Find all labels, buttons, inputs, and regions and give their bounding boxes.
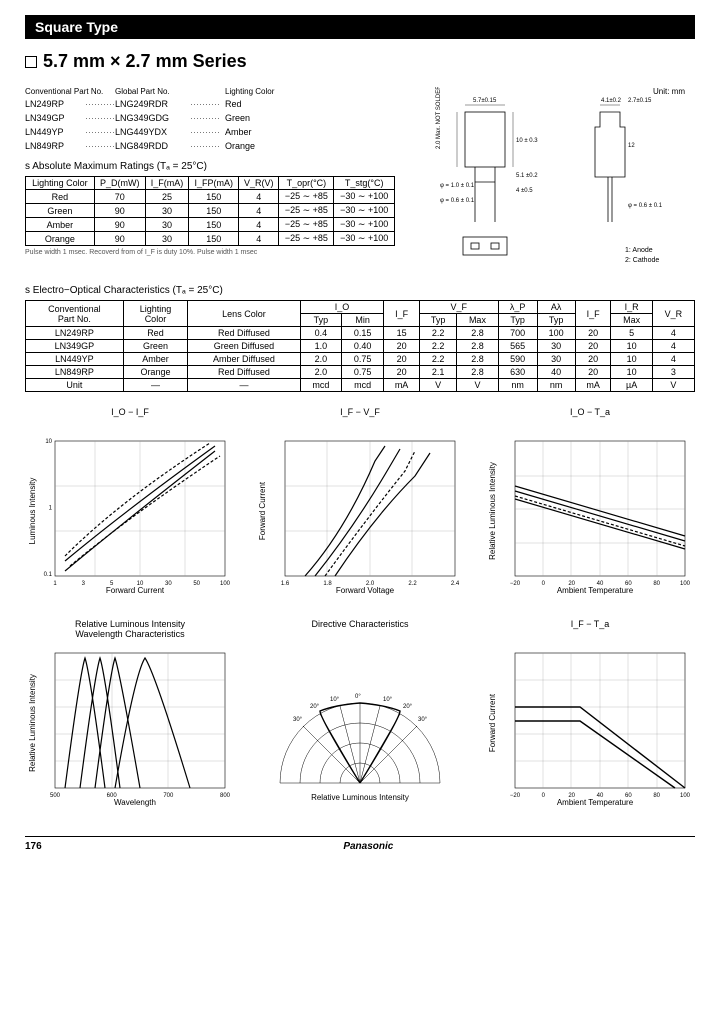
svg-text:0: 0 xyxy=(542,793,546,799)
header-bar: Square Type xyxy=(25,15,695,39)
part-list-row: LN349GP·············LNG349GDG··········G… xyxy=(25,113,405,123)
svg-text:1.6: 1.6 xyxy=(281,581,290,587)
chart-wavelength: Relative Luminous Intensity Wavelength C… xyxy=(25,619,235,816)
svg-text:2.4: 2.4 xyxy=(451,581,460,587)
charts-grid: I_O − I_F Forward Current Luminous Inten… xyxy=(25,407,695,816)
svg-text:20°: 20° xyxy=(310,704,320,710)
svg-text:2.7±0.15: 2.7±0.15 xyxy=(628,98,652,104)
svg-text:0°: 0° xyxy=(355,694,361,700)
svg-text:30°: 30° xyxy=(418,717,428,723)
svg-text:φ = 0.6 ± 0.1: φ = 0.6 ± 0.1 xyxy=(628,203,663,209)
electro-table: ConventionalPart No. LightingColor Lens … xyxy=(25,300,695,392)
svg-text:2.0 Max. NOT SOLDERED: 2.0 Max. NOT SOLDERED xyxy=(436,87,442,149)
svg-text:0: 0 xyxy=(542,581,546,587)
part-list-row: LN849RP·············LNG849RDD··········O… xyxy=(25,141,405,151)
svg-text:100: 100 xyxy=(680,581,691,587)
svg-text:−20: −20 xyxy=(510,581,521,587)
svg-text:1: 1 xyxy=(53,581,57,587)
svg-text:Luminous Intensity: Luminous Intensity xyxy=(28,478,37,545)
svg-text:2: Cathode: 2: Cathode xyxy=(625,257,659,264)
svg-text:Ambient Temperature: Ambient Temperature xyxy=(557,586,634,595)
svg-text:5.1 ±0.2: 5.1 ±0.2 xyxy=(516,173,538,179)
svg-text:−20: −20 xyxy=(510,793,521,799)
table-row: Orange90301504−25 ∼ +85−30 ∼ +100 xyxy=(26,232,395,246)
svg-text:10 ± 0.3: 10 ± 0.3 xyxy=(516,138,538,144)
svg-text:Wavelength: Wavelength xyxy=(114,798,156,807)
table-row: Green90301504−25 ∼ +85−30 ∼ +100 xyxy=(26,204,395,218)
mechanical-drawing: Unit: mm 5.7±0.15 2.0 Max. NOT SOLDERED xyxy=(425,87,695,277)
svg-text:Forward Voltage: Forward Voltage xyxy=(336,586,395,595)
svg-text:10°: 10° xyxy=(330,697,340,703)
table-row: LN249RPRedRed Diffused0.40.15152.22.8700… xyxy=(26,327,695,340)
svg-text:φ = 1.0 ± 0.1: φ = 1.0 ± 0.1 xyxy=(440,183,475,189)
svg-text:100: 100 xyxy=(680,793,691,799)
svg-text:800: 800 xyxy=(220,793,231,799)
svg-text:Forward Current: Forward Current xyxy=(106,586,165,595)
page-footer: 176 Panasonic xyxy=(25,836,695,852)
svg-text:60: 60 xyxy=(625,793,632,799)
svg-text:500: 500 xyxy=(50,793,61,799)
ratings-table: Lighting ColorP_D(mW)I_F(mA)I_FP(mA)V_R(… xyxy=(25,176,395,246)
svg-text:Forward Current: Forward Current xyxy=(488,693,497,752)
svg-text:600: 600 xyxy=(107,793,118,799)
svg-text:40: 40 xyxy=(597,581,604,587)
svg-text:80: 80 xyxy=(653,793,660,799)
svg-text:2.0: 2.0 xyxy=(366,581,375,587)
svg-text:3: 3 xyxy=(82,581,86,587)
chart-if-ta: I_F − T_a Ambient Temperature Forward Cu… xyxy=(485,619,695,816)
svg-text:20: 20 xyxy=(568,793,575,799)
part-list: Conventional Part No. Global Part No. Li… xyxy=(25,87,405,151)
svg-text:10°: 10° xyxy=(383,697,393,703)
series-title: 5.7 mm × 2.7 mm Series xyxy=(25,51,695,72)
electro-title: Electro−Optical Characteristics (Tₐ = 25… xyxy=(25,285,695,296)
svg-text:2.2: 2.2 xyxy=(408,581,417,587)
svg-text:20°: 20° xyxy=(403,704,413,710)
chart-directive: Directive Characteristics xyxy=(255,619,465,816)
unit-row: Unit——mcdmcdmAVVnmnmmAµAV xyxy=(26,379,695,392)
table-row: Amber90301504−25 ∼ +85−30 ∼ +100 xyxy=(26,218,395,232)
svg-text:4 ±0.5: 4 ±0.5 xyxy=(516,188,533,194)
svg-text:0.1: 0.1 xyxy=(44,572,53,578)
svg-text:5.7±0.15: 5.7±0.15 xyxy=(473,98,497,104)
table-row: LN349GPGreenGreen Diffused1.00.40202.22.… xyxy=(26,340,695,353)
chart-if-vf: I_F − V_F Forward Voltage Forward Curren… xyxy=(255,407,465,604)
svg-text:700: 700 xyxy=(163,793,174,799)
svg-text:20: 20 xyxy=(568,581,575,587)
chart-io-ta: I_O − T_a Ambient Temperature Relative L… xyxy=(485,407,695,604)
part-list-row: LN449YP·············LNG449YDX··········A… xyxy=(25,127,405,137)
svg-text:Forward Current: Forward Current xyxy=(258,481,267,540)
svg-text:4.1±0.2: 4.1±0.2 xyxy=(601,98,622,104)
svg-text:40: 40 xyxy=(597,793,604,799)
svg-text:Ambient Temperature: Ambient Temperature xyxy=(557,798,634,807)
svg-text:10: 10 xyxy=(137,581,144,587)
svg-text:80: 80 xyxy=(653,581,660,587)
svg-text:60: 60 xyxy=(625,581,632,587)
ratings-title: Absolute Maximum Ratings (Tₐ = 25°C) xyxy=(25,161,405,172)
svg-text:1: 1 xyxy=(49,506,53,512)
ratings-footnote: Pulse width 1 msec. Recoverd from of I_F… xyxy=(25,249,405,256)
svg-text:Relative Luminous Intensity: Relative Luminous Intensity xyxy=(488,462,497,560)
svg-text:12: 12 xyxy=(628,143,635,149)
svg-text:Relative Luminous Intensity: Relative Luminous Intensity xyxy=(28,674,37,772)
svg-text:1: Anode: 1: Anode xyxy=(625,247,653,254)
svg-text:φ = 0.6 ± 0.1: φ = 0.6 ± 0.1 xyxy=(440,198,475,204)
table-row: Red70251504−25 ∼ +85−30 ∼ +100 xyxy=(26,190,395,204)
svg-text:1.8: 1.8 xyxy=(323,581,332,587)
svg-text:Relative Luminous Intensity: Relative Luminous Intensity xyxy=(311,793,409,802)
svg-text:10: 10 xyxy=(45,439,52,445)
chart-io-if: I_O − I_F Forward Current Luminous Inten… xyxy=(25,407,235,604)
svg-text:50: 50 xyxy=(193,581,200,587)
table-row: LN849RPOrangeRed Diffused2.00.75202.12.8… xyxy=(26,366,695,379)
part-list-row: LN249RP·············LNG249RDR··········R… xyxy=(25,99,405,109)
svg-text:100: 100 xyxy=(220,581,231,587)
svg-text:30°: 30° xyxy=(293,717,303,723)
svg-text:30: 30 xyxy=(165,581,172,587)
table-row: LN449YPAmberAmber Diffused2.00.75202.22.… xyxy=(26,353,695,366)
